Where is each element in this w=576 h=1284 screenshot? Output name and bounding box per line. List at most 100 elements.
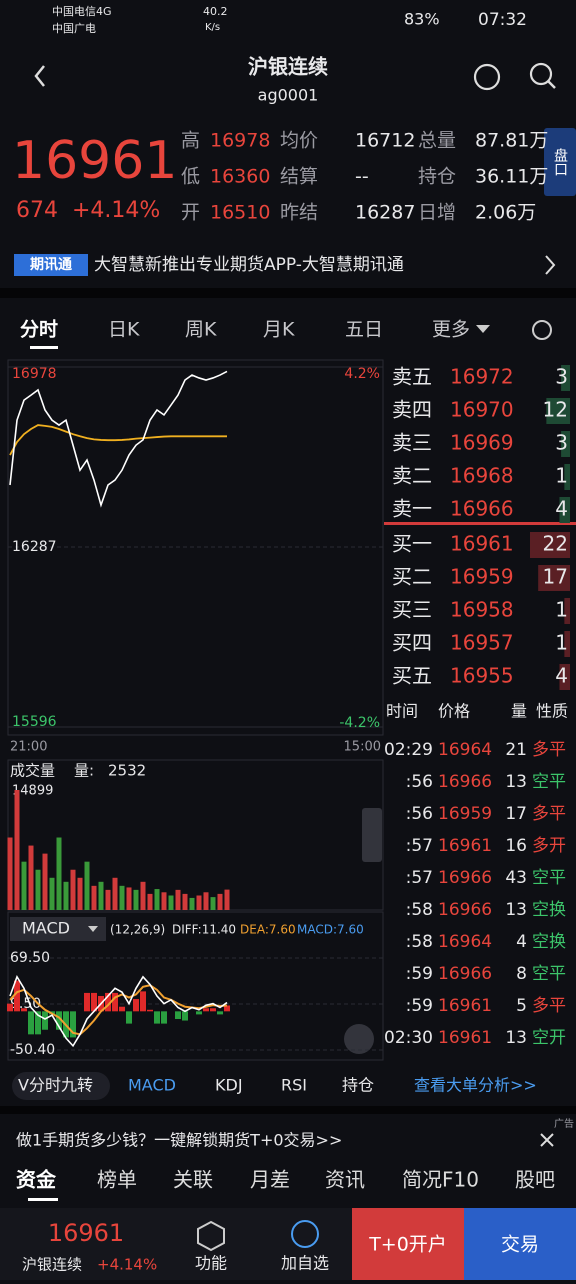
trade-button[interactable] [464, 1208, 576, 1280]
nav-tab[interactable]: 股吧 [515, 1168, 555, 1192]
last-price: 16961 [12, 131, 177, 191]
footer-button[interactable]: 功能 [195, 1254, 227, 1273]
footer-button[interactable]: 交易 [501, 1234, 539, 1256]
footer-button[interactable]: 加自选 [281, 1254, 329, 1273]
volume-bar [7, 837, 13, 910]
indicator-tab[interactable]: V分时九转 [18, 1076, 93, 1095]
side-button-label[interactable]: 盘口 [552, 147, 568, 176]
ad-text[interactable]: 做1手期货多少钱？一键解锁期货T+0交易>> [16, 1131, 342, 1150]
trade-time: :59 [406, 996, 433, 1016]
open-account-button[interactable] [352, 1208, 464, 1280]
collapse-handle[interactable] [362, 808, 382, 862]
y-tick-label: 69.50 [10, 950, 50, 966]
nav-tab[interactable]: 简况F10 [402, 1168, 479, 1192]
depth-bar [564, 631, 570, 657]
settings-icon[interactable] [532, 320, 552, 340]
stat-label: 均价 [280, 130, 318, 152]
y-tick-label: 15596 [12, 714, 57, 730]
fullscreen-button[interactable] [344, 1024, 374, 1054]
dropdown-arrow [476, 325, 490, 333]
trade-volume: 16 [505, 836, 527, 856]
tab[interactable]: 月K [263, 319, 295, 341]
clock: 07:32 [478, 10, 527, 30]
macd-title[interactable]: MACD [22, 919, 70, 938]
trade-price: 16961 [438, 996, 492, 1016]
nav-tab[interactable]: 榜单 [97, 1168, 137, 1192]
tab[interactable]: 分时 [20, 319, 58, 341]
trade-price: 16966 [438, 964, 492, 984]
macd-bar [133, 999, 139, 1012]
tab[interactable]: 周K [185, 319, 217, 341]
trade-price: 16964 [438, 740, 492, 760]
trade-price: 16961 [438, 836, 492, 856]
volume-bar [189, 897, 195, 910]
indicator-tab[interactable]: 持仓 [342, 1076, 374, 1095]
pct-label: -4.2% [339, 715, 380, 731]
trade-price: 16966 [438, 900, 492, 920]
book-volume: 1 [555, 598, 568, 622]
chevron[interactable] [545, 255, 556, 275]
side-button[interactable] [544, 128, 576, 196]
volume-bar [42, 853, 48, 910]
depth-bar [559, 664, 570, 690]
volume-bar [105, 889, 111, 910]
book-label: 买一 [392, 532, 432, 556]
volume-bar [133, 889, 139, 910]
macd-bar [35, 1011, 41, 1035]
tab[interactable]: 更多 [432, 319, 470, 341]
nav-tab[interactable]: 关联 [173, 1168, 213, 1192]
book-label: 卖五 [392, 365, 432, 389]
macd-bar [203, 1008, 209, 1012]
trade-volume: 8 [516, 964, 527, 984]
volume-bar [49, 877, 55, 910]
book-price: 16969 [450, 431, 514, 455]
back-icon[interactable] [34, 65, 45, 87]
trade-time: :56 [406, 772, 433, 792]
footer-name: 沪银连续 [22, 1256, 82, 1274]
pill[interactable] [12, 1072, 110, 1100]
book-price: 16968 [450, 464, 514, 488]
book-label: 买二 [392, 565, 432, 589]
macd-bar [7, 1003, 13, 1012]
volume-bar [182, 893, 188, 910]
trade-time: :57 [406, 868, 433, 888]
search-icon[interactable] [529, 62, 553, 86]
stat-label: 昨结 [280, 202, 318, 224]
indicator-tab[interactable]: RSI [281, 1076, 307, 1095]
trade-volume: 4 [516, 932, 527, 952]
depth-bar [564, 464, 570, 490]
change: 674 [16, 198, 58, 223]
volume-bar [112, 877, 118, 910]
trade-type: 空平 [532, 772, 566, 792]
nav-tab[interactable]: 月差 [250, 1168, 290, 1192]
close-icon[interactable] [540, 1133, 554, 1147]
indicator-tab[interactable]: KDJ [215, 1076, 243, 1095]
code: ag0001 [258, 86, 319, 105]
trade-type: 多平 [532, 804, 566, 824]
banner-text[interactable]: 大智慧新推出专业期货APP-大智慧期讯通 [94, 255, 404, 275]
carrier: 中国电信4G [52, 5, 112, 18]
tab[interactable]: 日K [108, 319, 140, 341]
refresh-icon[interactable] [473, 63, 501, 91]
trade-type: 空换 [532, 900, 566, 920]
volume-bar [35, 869, 41, 910]
book-volume: 3 [555, 365, 568, 389]
big-order-link[interactable]: 查看大单分析>> [414, 1076, 537, 1095]
nav-underline [28, 1198, 58, 1201]
volume-frame [7, 759, 384, 911]
trade-price: 16964 [438, 932, 492, 952]
footer-button[interactable]: T+0开户 [368, 1234, 447, 1256]
indicator-tab[interactable]: MACD [128, 1076, 176, 1095]
y-tick-label: -50.40 [10, 1042, 55, 1058]
nav-tab[interactable]: 资讯 [325, 1168, 365, 1192]
pct-label: 4.2% [344, 366, 380, 382]
diff-line [9, 974, 228, 1048]
macd-bar [112, 992, 118, 1012]
book-price: 16958 [450, 598, 514, 622]
nav-tab[interactable]: 资金 [16, 1168, 57, 1192]
tab[interactable]: 五日 [345, 319, 383, 341]
trade-volume: 13 [505, 900, 527, 920]
macd-bar [28, 1011, 34, 1035]
time-label: 15:00 [344, 740, 381, 755]
stat-value: 36.11万 [475, 166, 548, 188]
